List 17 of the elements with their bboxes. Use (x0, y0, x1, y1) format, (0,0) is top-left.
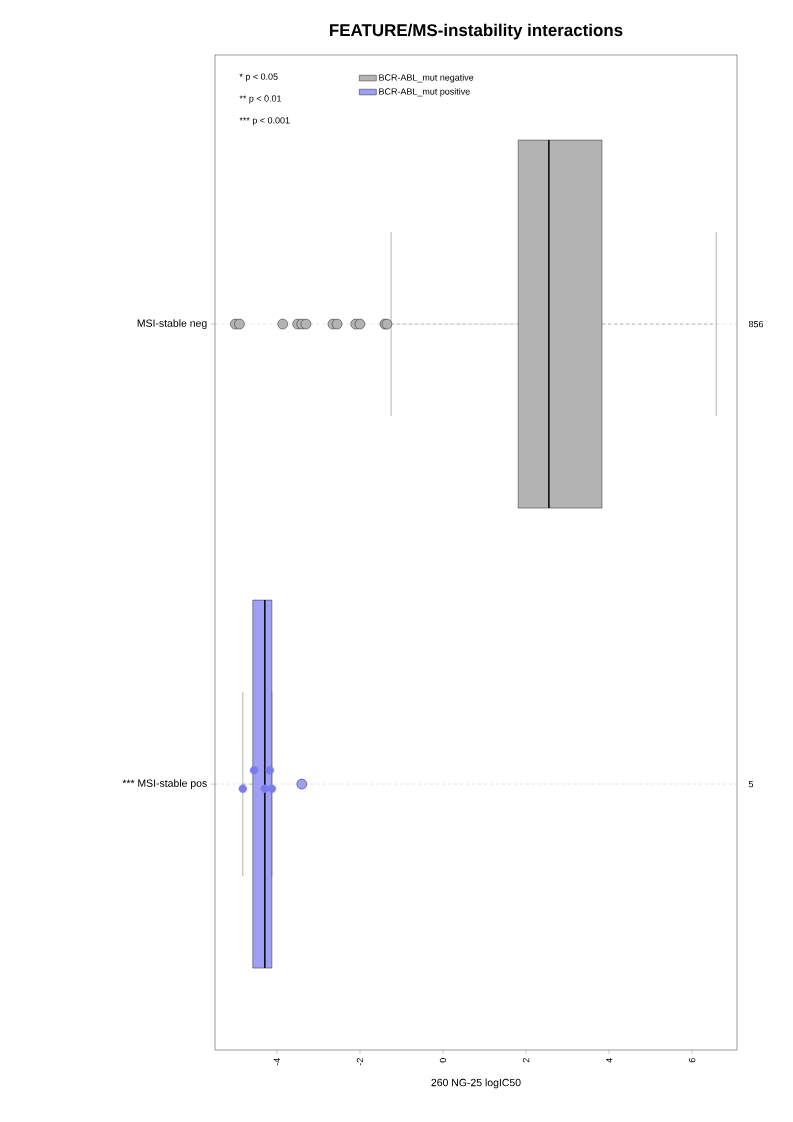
annotation: *** p < 0.001 (239, 117, 290, 126)
chart-title: FEATURE/MS-instability interactions (330, 23, 623, 40)
legend-label: BCR-ABL_mut negative (379, 74, 474, 83)
annotation: * p < 0.05 (239, 73, 278, 82)
x-tick-label: 0 (439, 1058, 447, 1063)
y-tick-label: MSI-stable neg (137, 319, 207, 329)
x-tick-label: 6 (688, 1058, 696, 1063)
x-tick-label: -4 (273, 1058, 280, 1066)
y2-tick-label: 5 (748, 780, 754, 788)
x-tick-label: 2 (522, 1058, 530, 1063)
x-tick-label: 4 (606, 1058, 613, 1063)
x-axis-title: 260 NG-25 logIC50 (431, 1078, 521, 1089)
annotation: ** p < 0.01 (239, 95, 282, 104)
legend-label: BCR-ABL_mut positive (379, 88, 470, 97)
y2-tick-label: 856 (748, 320, 764, 328)
x-tick-label: -2 (356, 1058, 364, 1066)
y-tick-label: *** MSI-stable pos (122, 779, 207, 789)
